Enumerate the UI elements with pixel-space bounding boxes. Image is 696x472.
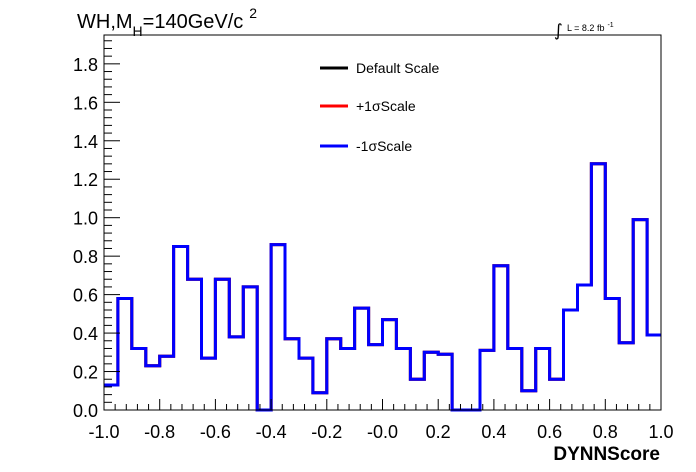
axes-layer: -1.0 -0.8 -0.6 -0.4 -0.2 -0.0 0.2 0.4 0.6 0.8 1.0 0… <box>73 40 674 442</box>
legend-label-2: -1σScale <box>356 138 412 154</box>
legend: Default Scale +1σScale -1σScale <box>320 60 439 154</box>
lumi-text: L = 8.2 fb -1 <box>567 22 614 33</box>
title-subscript: H <box>133 23 143 39</box>
title-superscript: 2 <box>249 5 257 21</box>
x-tick-label: -1.0 <box>88 422 119 442</box>
series-layer <box>104 162 661 412</box>
x-tick-label: -0.6 <box>200 422 231 442</box>
x-tick-label: 0.6 <box>537 422 562 442</box>
y-tick-label: 0.4 <box>73 324 98 344</box>
integral-symbol: ∫ <box>554 21 563 41</box>
x-tick-label: -0.8 <box>144 422 175 442</box>
series-line-2 <box>104 162 661 412</box>
svg-text:WH,MH=140GeV/c2: WH,MH=140GeV/c 2 <box>77 5 257 39</box>
y-tick-label: 1.0 <box>73 209 98 229</box>
x-tick-label: 1.0 <box>648 422 673 442</box>
y-tick-label: 1.2 <box>73 170 98 190</box>
x-tick-label: -0.4 <box>256 422 287 442</box>
luminosity-label: ∫ L = 8.2 fb -1 <box>554 21 614 41</box>
legend-label-0: Default Scale <box>356 60 439 76</box>
y-tick-label: 1.4 <box>73 132 98 152</box>
y-tick-label: 0.0 <box>73 401 98 421</box>
y-tick-label: 0.6 <box>73 286 98 306</box>
x-tick-label: 0.8 <box>593 422 618 442</box>
y-tick-label: 1.8 <box>73 55 98 75</box>
legend-label-1: +1σScale <box>356 98 416 114</box>
x-tick-label: 0.2 <box>426 422 451 442</box>
title-rest: =140GeV/c <box>143 11 244 33</box>
y-tick-label: 1.6 <box>73 93 98 113</box>
x-axis-label: DYNNScore <box>553 444 660 465</box>
lumi-value: L = 8.2 fb <box>567 23 604 33</box>
x-tick-label: 0.4 <box>481 422 506 442</box>
x-tick-label: -0.2 <box>311 422 342 442</box>
title-main: WH,M <box>77 11 133 33</box>
x-tick-label: -0.0 <box>367 422 398 442</box>
y-tick-label: 0.2 <box>73 363 98 383</box>
chart-title: WH,MH=140GeV/c 2 <box>77 5 257 39</box>
lumi-superscript: -1 <box>607 22 613 29</box>
y-tick-label: 0.8 <box>73 247 98 267</box>
